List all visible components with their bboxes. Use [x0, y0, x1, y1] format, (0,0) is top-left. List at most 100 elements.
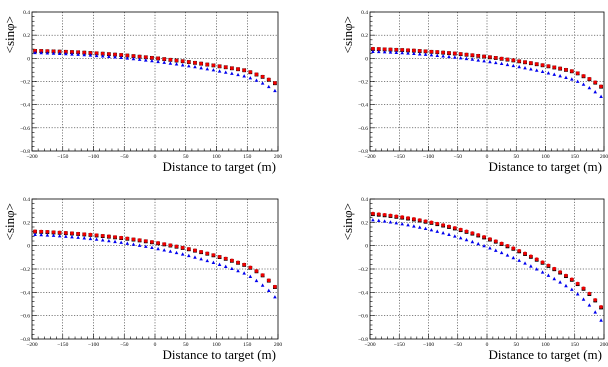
data-point-triangle: [205, 67, 210, 71]
data-point-triangle: [193, 65, 197, 69]
y-tick-label: −0.4: [358, 103, 368, 109]
data-point-triangle: [470, 57, 475, 61]
data-point-circle: [406, 216, 410, 220]
data-point-triangle: [94, 237, 99, 241]
data-point-triangle: [254, 278, 259, 283]
data-point-triangle: [143, 58, 148, 62]
x-tick-label: −100: [423, 342, 435, 348]
data-point-triangle: [453, 55, 457, 59]
data-point-circle: [254, 269, 259, 273]
data-point-circle: [64, 49, 68, 54]
data-point-circle: [382, 47, 387, 51]
data-point-triangle: [242, 271, 246, 275]
data-point-circle: [447, 224, 451, 229]
data-point-circle: [162, 242, 167, 246]
data-point-triangle: [100, 54, 105, 58]
x-tick-label: −150: [394, 342, 406, 348]
series-circle: [33, 48, 277, 85]
x-axis-label: Distance to target (m): [489, 347, 602, 362]
x-axis-label: Distance to target (m): [489, 159, 602, 174]
data-point-triangle: [88, 53, 93, 57]
data-point-circle: [180, 59, 185, 63]
data-point-circle: [476, 233, 481, 237]
data-point-circle: [51, 230, 56, 234]
y-tick-label: −0.6: [20, 126, 30, 132]
data-point-triangle: [464, 237, 469, 242]
data-point-triangle: [113, 239, 117, 244]
data-point-circle: [260, 273, 265, 277]
data-point-circle: [523, 251, 527, 256]
data-point-triangle: [441, 54, 445, 58]
data-point-triangle: [180, 252, 185, 256]
x-tick-label: 0: [154, 342, 157, 348]
series-circle: [371, 211, 603, 309]
data-point-triangle: [230, 266, 234, 271]
data-point-circle: [119, 235, 123, 240]
data-point-circle: [599, 84, 603, 89]
data-point-triangle: [131, 242, 136, 246]
x-tick-label: −200: [26, 154, 38, 160]
data-point-circle: [230, 66, 234, 70]
data-point-triangle: [94, 53, 99, 58]
data-point-triangle: [388, 50, 393, 54]
data-point-triangle: [458, 56, 463, 60]
data-point-circle: [76, 50, 80, 54]
x-tick-label: −100: [423, 154, 435, 160]
data-point-circle: [70, 231, 74, 235]
data-point-circle: [187, 247, 191, 251]
data-point-triangle: [523, 66, 527, 70]
data-point-triangle: [187, 64, 191, 68]
data-point-triangle: [564, 283, 568, 288]
data-point-circle: [82, 50, 87, 55]
data-point-circle: [371, 46, 375, 51]
data-point-triangle: [57, 234, 62, 238]
data-point-circle: [581, 74, 586, 78]
data-point-triangle: [493, 60, 498, 65]
data-point-triangle: [371, 218, 375, 222]
data-point-triangle: [599, 318, 603, 322]
data-point-triangle: [429, 53, 434, 57]
data-point-circle: [376, 212, 381, 216]
data-point-circle: [488, 55, 492, 59]
data-point-circle: [534, 62, 539, 66]
data-point-circle: [70, 50, 74, 54]
data-point-circle: [260, 74, 265, 79]
y-axis-label: <sinφ>: [340, 16, 355, 53]
data-point-circle: [470, 53, 475, 57]
data-point-circle: [45, 229, 50, 234]
data-point-circle: [570, 69, 574, 73]
data-point-circle: [131, 237, 136, 242]
data-point-circle: [493, 55, 498, 60]
data-point-triangle: [517, 258, 521, 262]
data-point-circle: [534, 257, 539, 262]
data-point-triangle: [100, 238, 105, 242]
data-point-circle: [64, 231, 68, 235]
data-point-circle: [394, 214, 399, 219]
data-point-circle: [125, 236, 130, 241]
data-point-circle: [388, 47, 393, 52]
data-point-circle: [193, 60, 197, 65]
y-tick-label: −0.8: [358, 149, 368, 155]
data-point-circle: [564, 67, 568, 72]
data-point-circle: [119, 53, 123, 57]
data-point-circle: [236, 260, 240, 265]
data-point-circle: [423, 49, 428, 53]
data-point-triangle: [587, 85, 592, 90]
x-tick-label: −50: [120, 154, 129, 160]
data-point-circle: [453, 226, 457, 230]
x-tick-label: −150: [394, 154, 406, 160]
data-point-circle: [476, 53, 481, 58]
data-point-triangle: [488, 246, 492, 250]
y-tick-label: 0: [365, 56, 368, 62]
y-tick-label: −0.4: [358, 290, 368, 296]
data-point-circle: [94, 233, 99, 237]
data-point-triangle: [199, 257, 203, 261]
data-point-triangle: [394, 221, 399, 225]
data-point-circle: [143, 239, 148, 243]
data-point-circle: [248, 70, 253, 74]
x-tick-label: 200: [274, 342, 283, 348]
x-tick-label: 50: [514, 342, 520, 348]
data-point-circle: [150, 55, 154, 60]
data-point-circle: [499, 56, 504, 61]
data-point-triangle: [113, 55, 117, 59]
